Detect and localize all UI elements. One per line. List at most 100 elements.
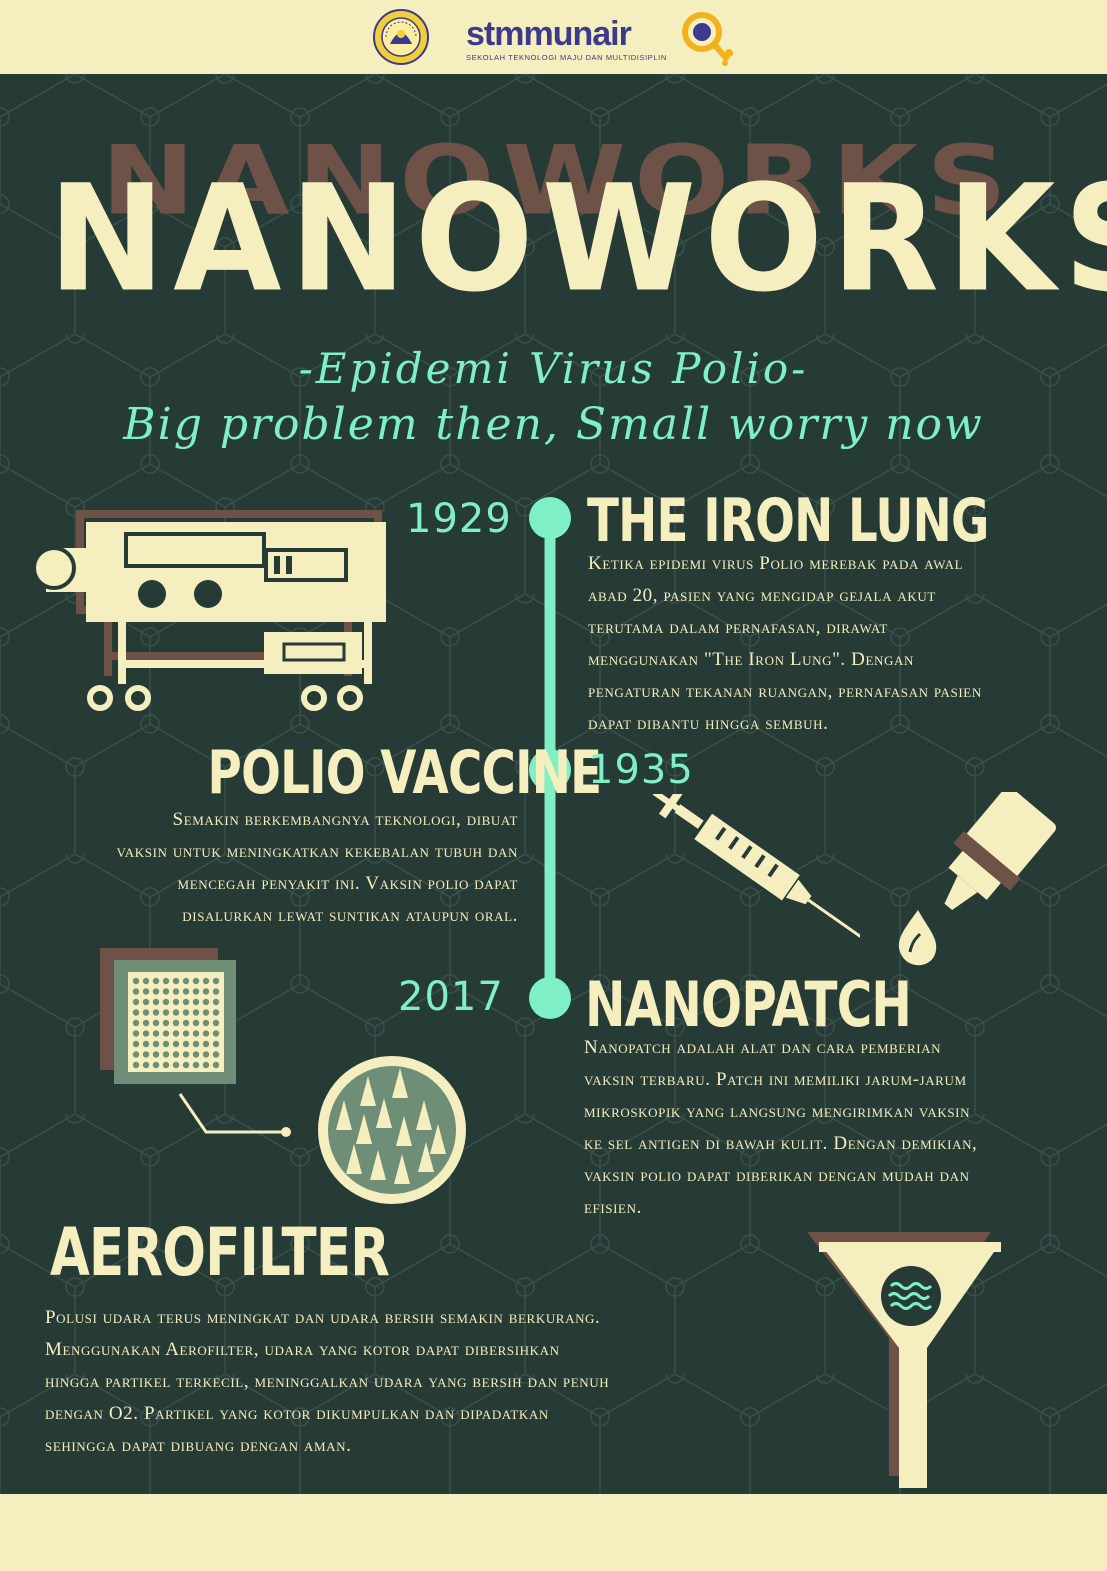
text-line: efisien. — [584, 1197, 642, 1218]
nanopatch-dot — [152, 1061, 160, 1069]
nanopatch-dot — [192, 1030, 200, 1037]
logo-part-b: unair — [552, 15, 632, 53]
text-line: pengaturan tekanan ruangan, pernafasan p… — [588, 681, 982, 702]
year-1935: 1935 — [588, 747, 694, 793]
nanopatch-dot — [192, 998, 200, 1006]
nanopatch-dot — [132, 1030, 140, 1037]
nanopatch-dot — [142, 1061, 150, 1069]
text-line: ke sel antigen di bawah kulit. Dengan de… — [584, 1133, 978, 1154]
nanopatch-dot — [162, 998, 170, 1006]
text-line: Ketika epidemi virus Polio merebak pada … — [588, 553, 964, 574]
nanopatch-dot — [182, 1019, 190, 1027]
page-title: NANOWORKS — [48, 154, 1107, 326]
nanopatch-dot — [212, 1040, 220, 1048]
nanopatch-dot — [142, 1051, 150, 1058]
nanopatch-dot — [152, 1009, 160, 1016]
nanopatch-dot — [202, 1051, 210, 1058]
footer-band — [0, 1494, 1107, 1571]
nanopatch-dot — [182, 1009, 190, 1016]
funnel-filter-icon — [807, 1232, 1001, 1488]
nanopatch-dot — [172, 1030, 180, 1037]
nanopatch-icon — [100, 948, 236, 1084]
text-line: vaksin untuk meningkatkan kekebalan tubu… — [116, 841, 518, 862]
nanopatch-dot — [212, 998, 220, 1006]
nanopatch-dot — [172, 977, 180, 985]
nanopatch-dot — [142, 1009, 150, 1016]
nanopatch-dot — [202, 998, 210, 1006]
nanopatch-dot — [142, 977, 150, 985]
text-line: dapat dibantu hingga sembuh. — [588, 713, 829, 734]
nanopatch-dot — [182, 1030, 190, 1037]
heading-aerofilter: AEROFILTER — [50, 1214, 390, 1291]
text-line: Menggunakan Aerofilter, udara yang kotor… — [45, 1339, 560, 1360]
timeline-dot-1935 — [529, 749, 571, 791]
nanopatch-dot — [142, 998, 150, 1006]
nanopatch-dot — [162, 1040, 170, 1048]
heading-nanopatch: NANOPATCH — [585, 968, 912, 1041]
text-line: terutama dalam pernafasan, dirawat — [588, 617, 888, 638]
nanopatch-dot — [162, 1030, 170, 1037]
nanopatch-dot — [182, 998, 190, 1006]
nanopatch-dot — [162, 988, 170, 995]
nanopatch-dot — [162, 1009, 170, 1016]
text-line: Polusi udara terus meningkat dan udara b… — [45, 1307, 601, 1328]
nanopatch-dot — [212, 1009, 220, 1016]
nanopatch-dot — [202, 1061, 210, 1069]
timeline-axis — [529, 497, 571, 1019]
timeline-dot-2017 — [529, 977, 571, 1019]
syringe-icon — [652, 794, 860, 939]
aerofilter-description: Polusi udara terus meningkat dan udara b… — [45, 1302, 609, 1462]
nanopatch-dot — [212, 1061, 220, 1069]
iron-lung-description: Ketika epidemi virus Polio merebak pada … — [588, 548, 982, 740]
year-2017: 2017 — [398, 974, 504, 1020]
nanopatch-dot — [212, 1051, 220, 1058]
nanopatch-dot — [172, 1061, 180, 1069]
nanopatch-dot — [192, 1061, 200, 1069]
nanopatch-dot — [182, 988, 190, 995]
nanopatch-dot — [162, 1051, 170, 1058]
text-line: vaksin polio dapat diberikan dengan muda… — [584, 1165, 970, 1186]
nanopatch-dot — [162, 977, 170, 985]
logo-subtitle: SEKOLAH TEKNOLOGI MAJU DAN MULTIDISIPLIN — [466, 53, 667, 62]
nanopatch-description: Nanopatch adalah alat dan cara pemberian… — [584, 1032, 977, 1224]
nanopatch-dot — [172, 1009, 180, 1016]
nanopatch-dot — [192, 1040, 200, 1048]
text-line: hingga partikel terkecil, meninggalkan u… — [45, 1371, 610, 1392]
nanopatch-dot — [132, 1009, 140, 1016]
nanopatch-dot — [152, 977, 160, 985]
nanopatch-dot — [132, 998, 140, 1006]
text-line: dengan O2. Partikel yang kotor dikumpulk… — [45, 1403, 549, 1424]
nanopatch-dot — [142, 1019, 150, 1027]
nanopatch-dot — [202, 977, 210, 985]
polio-vaccine-description: Semakin berkembangnya teknologi, dibuat … — [10, 804, 518, 932]
nanopatch-dot — [192, 1009, 200, 1016]
nanopatch-dot — [202, 1040, 210, 1048]
nanopatch-dot — [132, 1051, 140, 1058]
text-line: mencegah penyakit ini. Vaksin polio dapa… — [177, 873, 518, 894]
nanopatch-dot — [152, 1030, 160, 1037]
title-shadow: NANOWORKS — [101, 126, 1015, 237]
nanopatch-dot — [192, 1051, 200, 1058]
text-line: Semakin berkembangnya teknologi, dibuat — [172, 809, 518, 830]
text-line: sehingga dapat dibuang dengan aman. — [45, 1435, 352, 1456]
text-line: mikroskopik yang langsung mengirimkan va… — [584, 1101, 971, 1122]
nanopatch-dot — [202, 1019, 210, 1027]
nanopatch-dot — [212, 988, 220, 995]
nanopatch-dot — [132, 977, 140, 985]
nanopatch-dot — [172, 988, 180, 995]
subtitle-line2: Big problem then, Small worry now — [123, 399, 984, 450]
nanopatch-dot — [182, 977, 190, 985]
nanopatch-dot — [202, 1030, 210, 1037]
main-panel: NANOWORKS NANOWORKS -Epidemi Virus Polio… — [0, 74, 1107, 1494]
text-line: abad 20, pasien yang mengidap gejala aku… — [588, 585, 936, 606]
nanopatch-dot — [192, 988, 200, 995]
nanopatch-dot — [152, 998, 160, 1006]
text-line: disalurkan lewat suntikan ataupun oral. — [182, 905, 518, 926]
nanopatch-dot — [172, 1019, 180, 1027]
logo-part-a: stmm — [466, 15, 554, 53]
nanopatch-dot — [182, 1061, 190, 1069]
nanopatch-dot — [142, 988, 150, 995]
nanopatch-dot — [152, 1040, 160, 1048]
nanopatch-dot — [152, 1019, 160, 1027]
nanopatch-dot — [172, 1040, 180, 1048]
